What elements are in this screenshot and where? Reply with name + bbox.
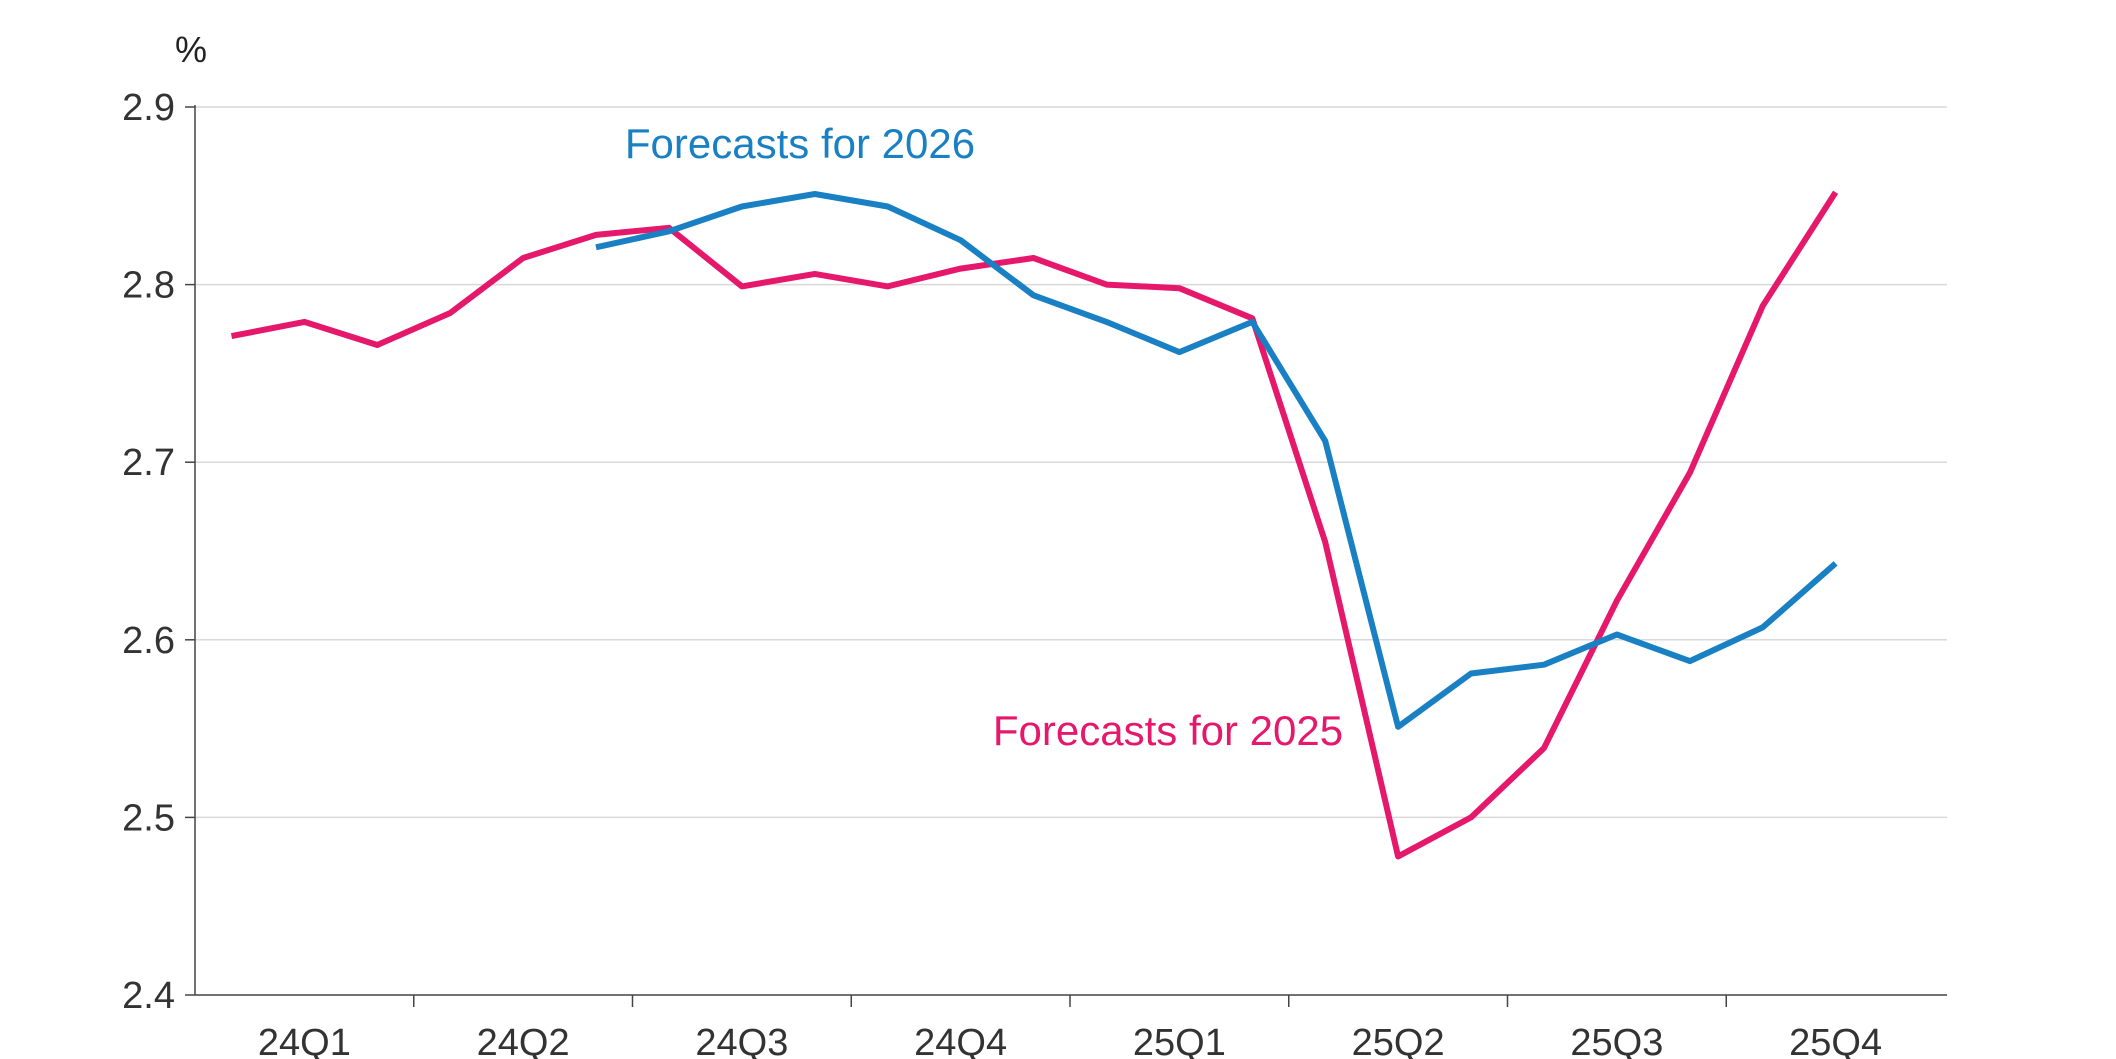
x-tick-label: 25Q3	[1570, 1022, 1663, 1059]
x-tick-label: 24Q2	[477, 1022, 570, 1059]
y-tick-label: 2.9	[122, 87, 175, 129]
series-line-1	[595, 191, 1838, 730]
x-tick-label: 24Q1	[258, 1022, 351, 1059]
series-label-1: Forecasts for 2026	[625, 120, 975, 167]
series-labels: Forecasts for 2025 Forecasts for 2026	[625, 120, 1343, 754]
y-tick-label: 2.4	[122, 975, 175, 1017]
y-tick-label: 2.5	[122, 797, 175, 839]
x-tick-label: 25Q2	[1352, 1022, 1445, 1059]
series-line-0	[230, 190, 1839, 860]
x-axis: 24Q1 24Q2 24Q3 24Q4 25Q1 25Q2 25Q3 25Q4	[194, 105, 1947, 1059]
x-tick-label: 25Q4	[1789, 1022, 1882, 1059]
series-label-0: Forecasts for 2025	[993, 707, 1343, 754]
y-tick-label: 2.7	[122, 442, 175, 484]
y-axis-unit-label: %	[175, 29, 207, 70]
y-axis-tick-labels: 2.4 2.5 2.6 2.7 2.8 2.9	[122, 87, 195, 1017]
x-tick-label: 24Q3	[695, 1022, 788, 1059]
y-tick-label: 2.8	[122, 265, 175, 307]
x-tick-label: 24Q4	[914, 1022, 1007, 1059]
y-tick-label: 2.6	[122, 620, 175, 662]
series-lines	[230, 190, 1839, 860]
x-tick-label: 25Q1	[1133, 1022, 1226, 1059]
